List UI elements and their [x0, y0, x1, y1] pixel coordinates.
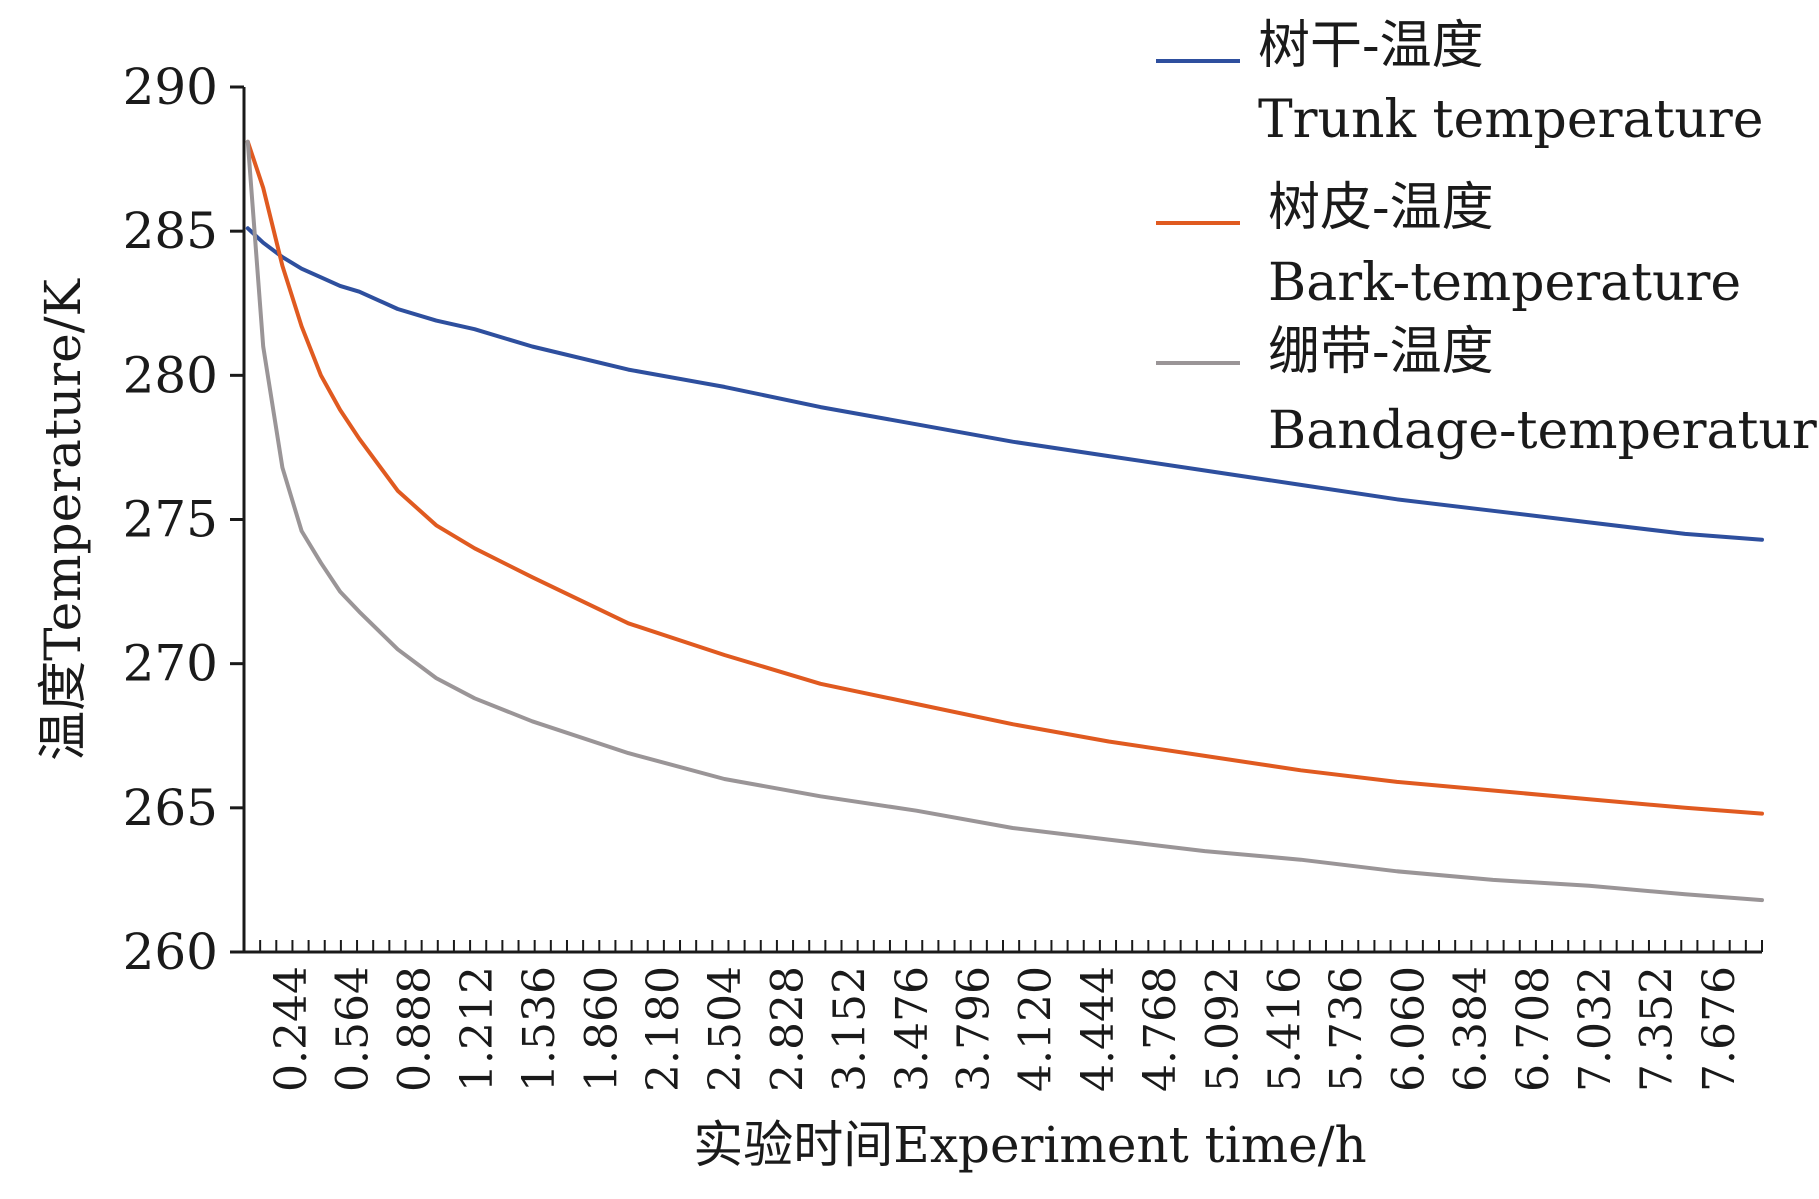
x-tick-label: 2.828 [762, 966, 813, 1092]
y-tick-label: 285 [123, 202, 218, 260]
x-tick-label: 4.120 [1011, 966, 1062, 1092]
y-tick-label: 280 [123, 346, 218, 404]
axes [242, 87, 1762, 954]
legend-label-bandage-cn: 绷带-温度 [1268, 322, 1494, 382]
x-tick-label: 6.384 [1446, 966, 1497, 1092]
y-tick-label: 270 [123, 635, 218, 693]
y-tick-label: 290 [123, 58, 218, 116]
x-tick-label: 2.180 [638, 966, 689, 1092]
x-tick-label: 0.244 [266, 966, 317, 1092]
x-tick-label: 6.060 [1383, 966, 1434, 1092]
y-tick-label: 265 [123, 779, 218, 837]
x-tick-label: 5.736 [1321, 966, 1372, 1092]
x-tick-label: 1.212 [452, 966, 503, 1092]
x-tick-label: 0.888 [390, 966, 441, 1092]
y-axis-title: 温度Temperature/K [34, 277, 92, 760]
x-tick-label: 0.564 [327, 966, 378, 1092]
x-axis-ticks: 0.244 0.564 0.888 1.212 1.536 1.860 2.180 2.504… [243, 940, 1763, 1092]
legend-label-bark-cn: 树皮-温度 [1268, 178, 1494, 238]
legend-label-bandage-en: Bandage-temperature [1268, 401, 1819, 461]
x-axis-title: 实验时间Experiment time/h [693, 1116, 1367, 1174]
x-tick-label: 7.676 [1694, 966, 1745, 1092]
legend-label-trunk-en: Trunk temperature [1258, 90, 1763, 150]
legend-label-bark-en: Bark-temperature [1268, 253, 1741, 313]
x-tick-label: 3.796 [948, 966, 999, 1092]
x-tick-label: 6.708 [1508, 966, 1559, 1092]
x-tick-label: 7.352 [1632, 966, 1683, 1092]
y-tick-label: 260 [123, 923, 218, 981]
y-tick-label: 275 [123, 491, 218, 549]
x-tick-label: 4.444 [1073, 966, 1124, 1092]
x-tick-label: 1.536 [514, 966, 565, 1092]
series-line-0 [245, 226, 1764, 542]
x-tick-label: 3.476 [887, 966, 938, 1092]
series-line-1 [245, 139, 1764, 816]
y-axis-ticks: 260 265 270 275 280 285 290 [123, 58, 244, 981]
series-line-2 [245, 139, 1764, 903]
legend: 树干-温度 Trunk temperature 树皮-温度 Bark-tempe… [1156, 16, 1819, 461]
x-tick-label: 7.032 [1570, 966, 1621, 1092]
plot-lines [245, 139, 1764, 903]
x-tick-label: 1.860 [576, 966, 627, 1092]
x-tick-label: 2.504 [700, 966, 751, 1092]
x-tick-label: 5.416 [1260, 966, 1311, 1092]
x-tick-label: 3.152 [825, 966, 876, 1092]
x-tick-label: 5.092 [1197, 966, 1248, 1092]
x-tick-label: 4.768 [1135, 966, 1186, 1092]
legend-label-trunk-cn: 树干-温度 [1258, 16, 1484, 76]
